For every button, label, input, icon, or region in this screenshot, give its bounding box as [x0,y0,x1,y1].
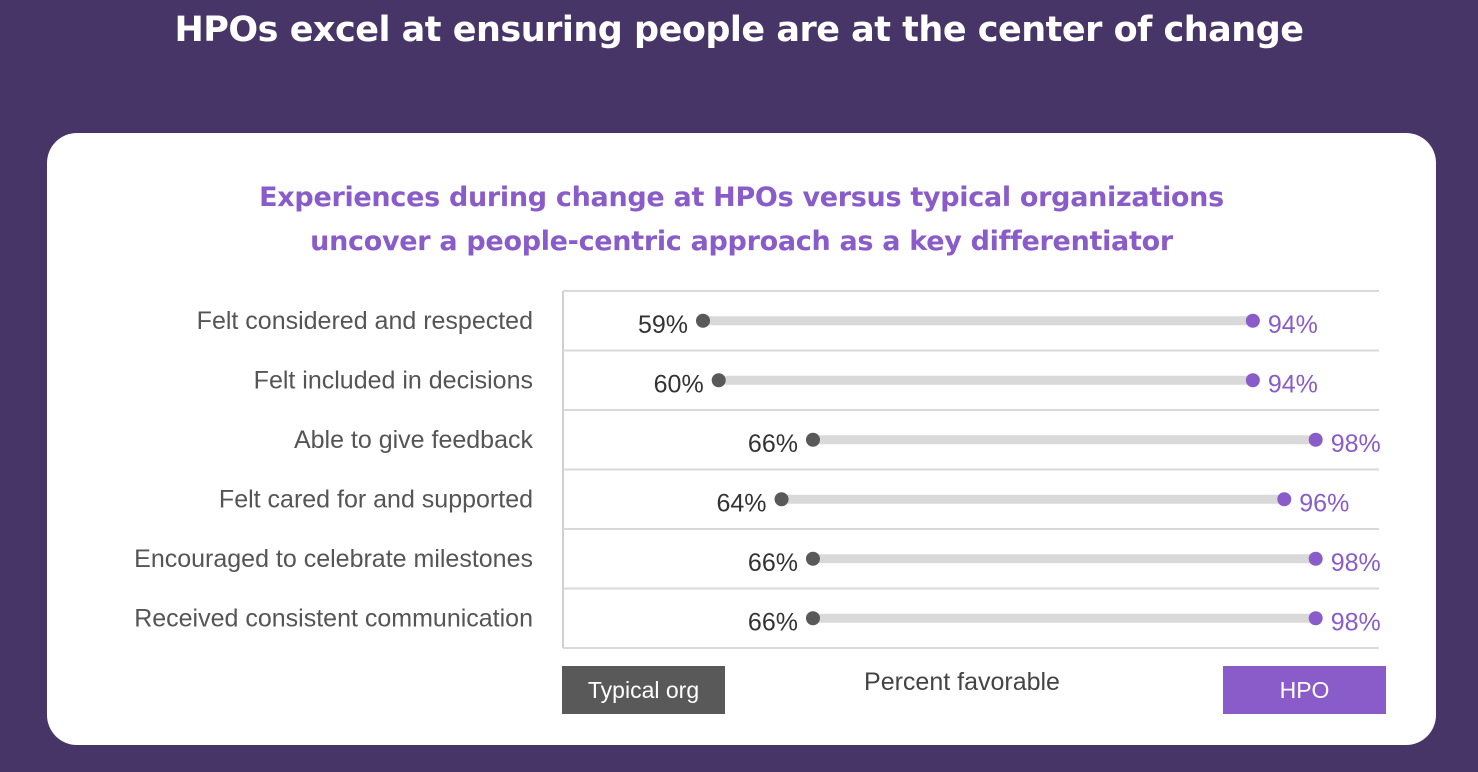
typical-org-dot [805,432,820,447]
typical-org-value-label: 66% [748,608,798,636]
typical-org-dot [711,373,726,388]
hpo-dot [1308,611,1323,626]
chart-title-line-2: uncover a people-centric approach as a k… [310,226,1173,257]
hpo-dot [1308,432,1323,447]
hpo-value-label: 98% [1331,608,1381,636]
typical-org-value-label: 60% [654,370,704,398]
legend-typical-org: Typical org [562,666,725,714]
typical-org-value-label: 66% [748,549,798,577]
category-label: Encouraged to celebrate milestones [134,545,533,573]
category-label: Felt cared for and supported [219,485,533,513]
chart-title-line-1: Experiences during change at HPOs versus… [259,182,1224,213]
typical-org-value-label: 64% [717,489,767,517]
category-label: Able to give feedback [294,426,534,454]
typical-org-dot [805,611,820,626]
hpo-value-label: 94% [1268,311,1318,339]
hpo-value-label: 96% [1299,489,1349,517]
legend-hpo: HPO [1223,666,1386,714]
category-label: Felt included in decisions [254,366,533,394]
page-title: HPOs excel at ensuring people are at the… [174,10,1304,50]
category-label: Received consistent communication [134,604,533,632]
hpo-value-label: 98% [1331,430,1381,458]
typical-org-value-label: 59% [638,311,688,339]
hpo-dot [1277,492,1292,507]
chart-title: Experiences during change at HPOs versus… [47,176,1436,264]
hpo-value-label: 98% [1331,549,1381,577]
dumbbell-chart: Felt considered and respected 59% 94% Felt … [134,290,1381,649]
x-axis-label: Percent favorable [864,668,1060,696]
typical-org-dot [696,313,710,328]
hpo-dot [1308,551,1323,566]
typical-org-value-label: 66% [748,430,798,458]
typical-org-dot [805,551,820,566]
hpo-dot [1245,313,1260,328]
hpo-dot [1245,373,1260,388]
typical-org-dot [774,492,789,507]
category-label: Felt considered and respected [197,307,533,335]
chart-card: Experiences during change at HPOs versus… [47,133,1436,745]
hpo-value-label: 94% [1268,370,1318,398]
